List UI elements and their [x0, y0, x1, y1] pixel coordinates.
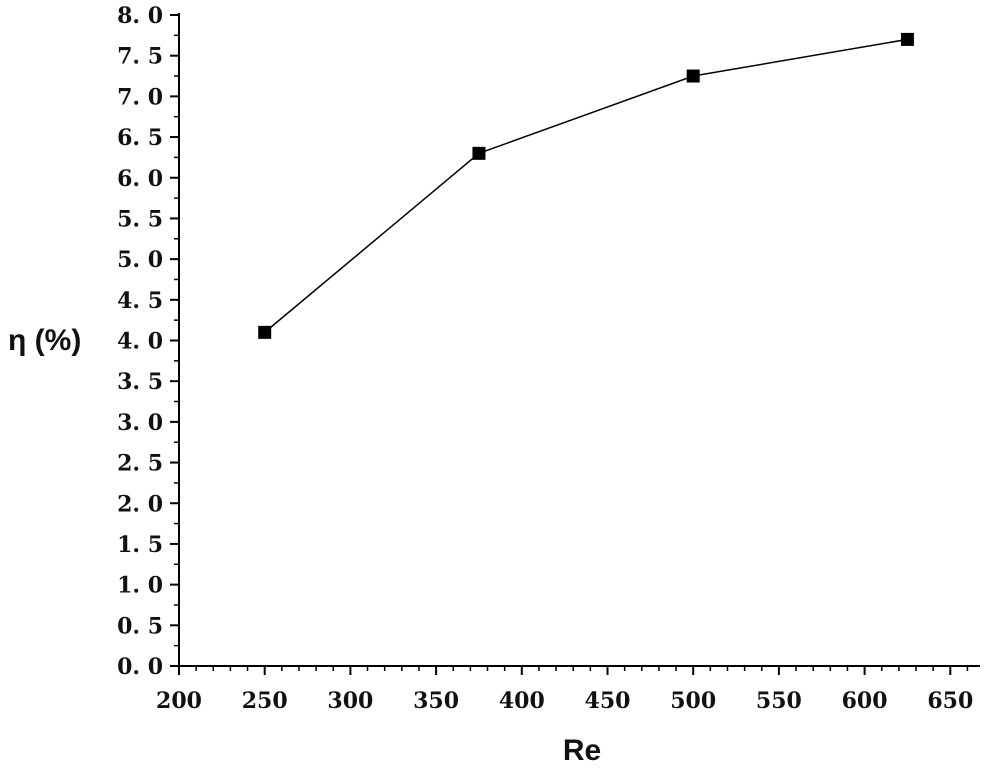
- x-tick-label: 300: [327, 688, 373, 714]
- y-tick-label: 6. 5: [117, 125, 163, 151]
- y-tick-label: 2. 5: [117, 451, 163, 477]
- y-axis-title: η (%): [8, 324, 81, 357]
- y-tick-label: 3. 0: [117, 410, 163, 436]
- y-tick-label: 5. 0: [117, 247, 163, 273]
- y-tick-label: 7. 0: [117, 84, 163, 110]
- data-point-marker: [472, 146, 486, 160]
- y-tick-label: 7. 5: [117, 44, 163, 70]
- series-group: [258, 32, 914, 339]
- y-tick-label: 0. 5: [117, 613, 163, 639]
- data-point-marker: [258, 325, 272, 339]
- series-line: [264, 38, 908, 333]
- x-tick-label: 550: [756, 688, 802, 714]
- y-tick-label: 0. 0: [117, 654, 163, 680]
- y-tick-label: 6. 0: [117, 166, 163, 192]
- x-axis: 200 250 300 350 400 450 500 550 600 650: [156, 665, 980, 714]
- y-tick-label: 8. 0: [117, 3, 163, 29]
- y-tick-label: 1. 0: [117, 573, 163, 599]
- data-point-marker: [900, 32, 914, 46]
- data-point-marker: [686, 69, 700, 83]
- y-tick-label: 5. 5: [117, 206, 163, 232]
- x-axis-title: Re: [563, 734, 601, 767]
- y-axis: 0. 0 0. 5 1. 0 1. 5 2. 0 2. 5 3. 0 3. 5 4. 0 4. 5…: [117, 3, 180, 680]
- y-tick-label: 4. 0: [117, 329, 163, 355]
- x-tick-label: 600: [842, 688, 888, 714]
- x-tick-label: 400: [499, 688, 545, 714]
- x-tick-label: 200: [156, 688, 202, 714]
- y-tick-label: 3. 5: [117, 369, 163, 395]
- y-tick-label: 2. 0: [117, 491, 163, 517]
- x-tick-label: 450: [585, 688, 631, 714]
- x-tick-label: 350: [413, 688, 459, 714]
- x-tick-label: 650: [927, 688, 973, 714]
- x-tick-label: 500: [670, 688, 716, 714]
- x-tick-label: 250: [242, 688, 288, 714]
- y-tick-label: 1. 5: [117, 532, 163, 558]
- y-tick-label: 4. 5: [117, 288, 163, 314]
